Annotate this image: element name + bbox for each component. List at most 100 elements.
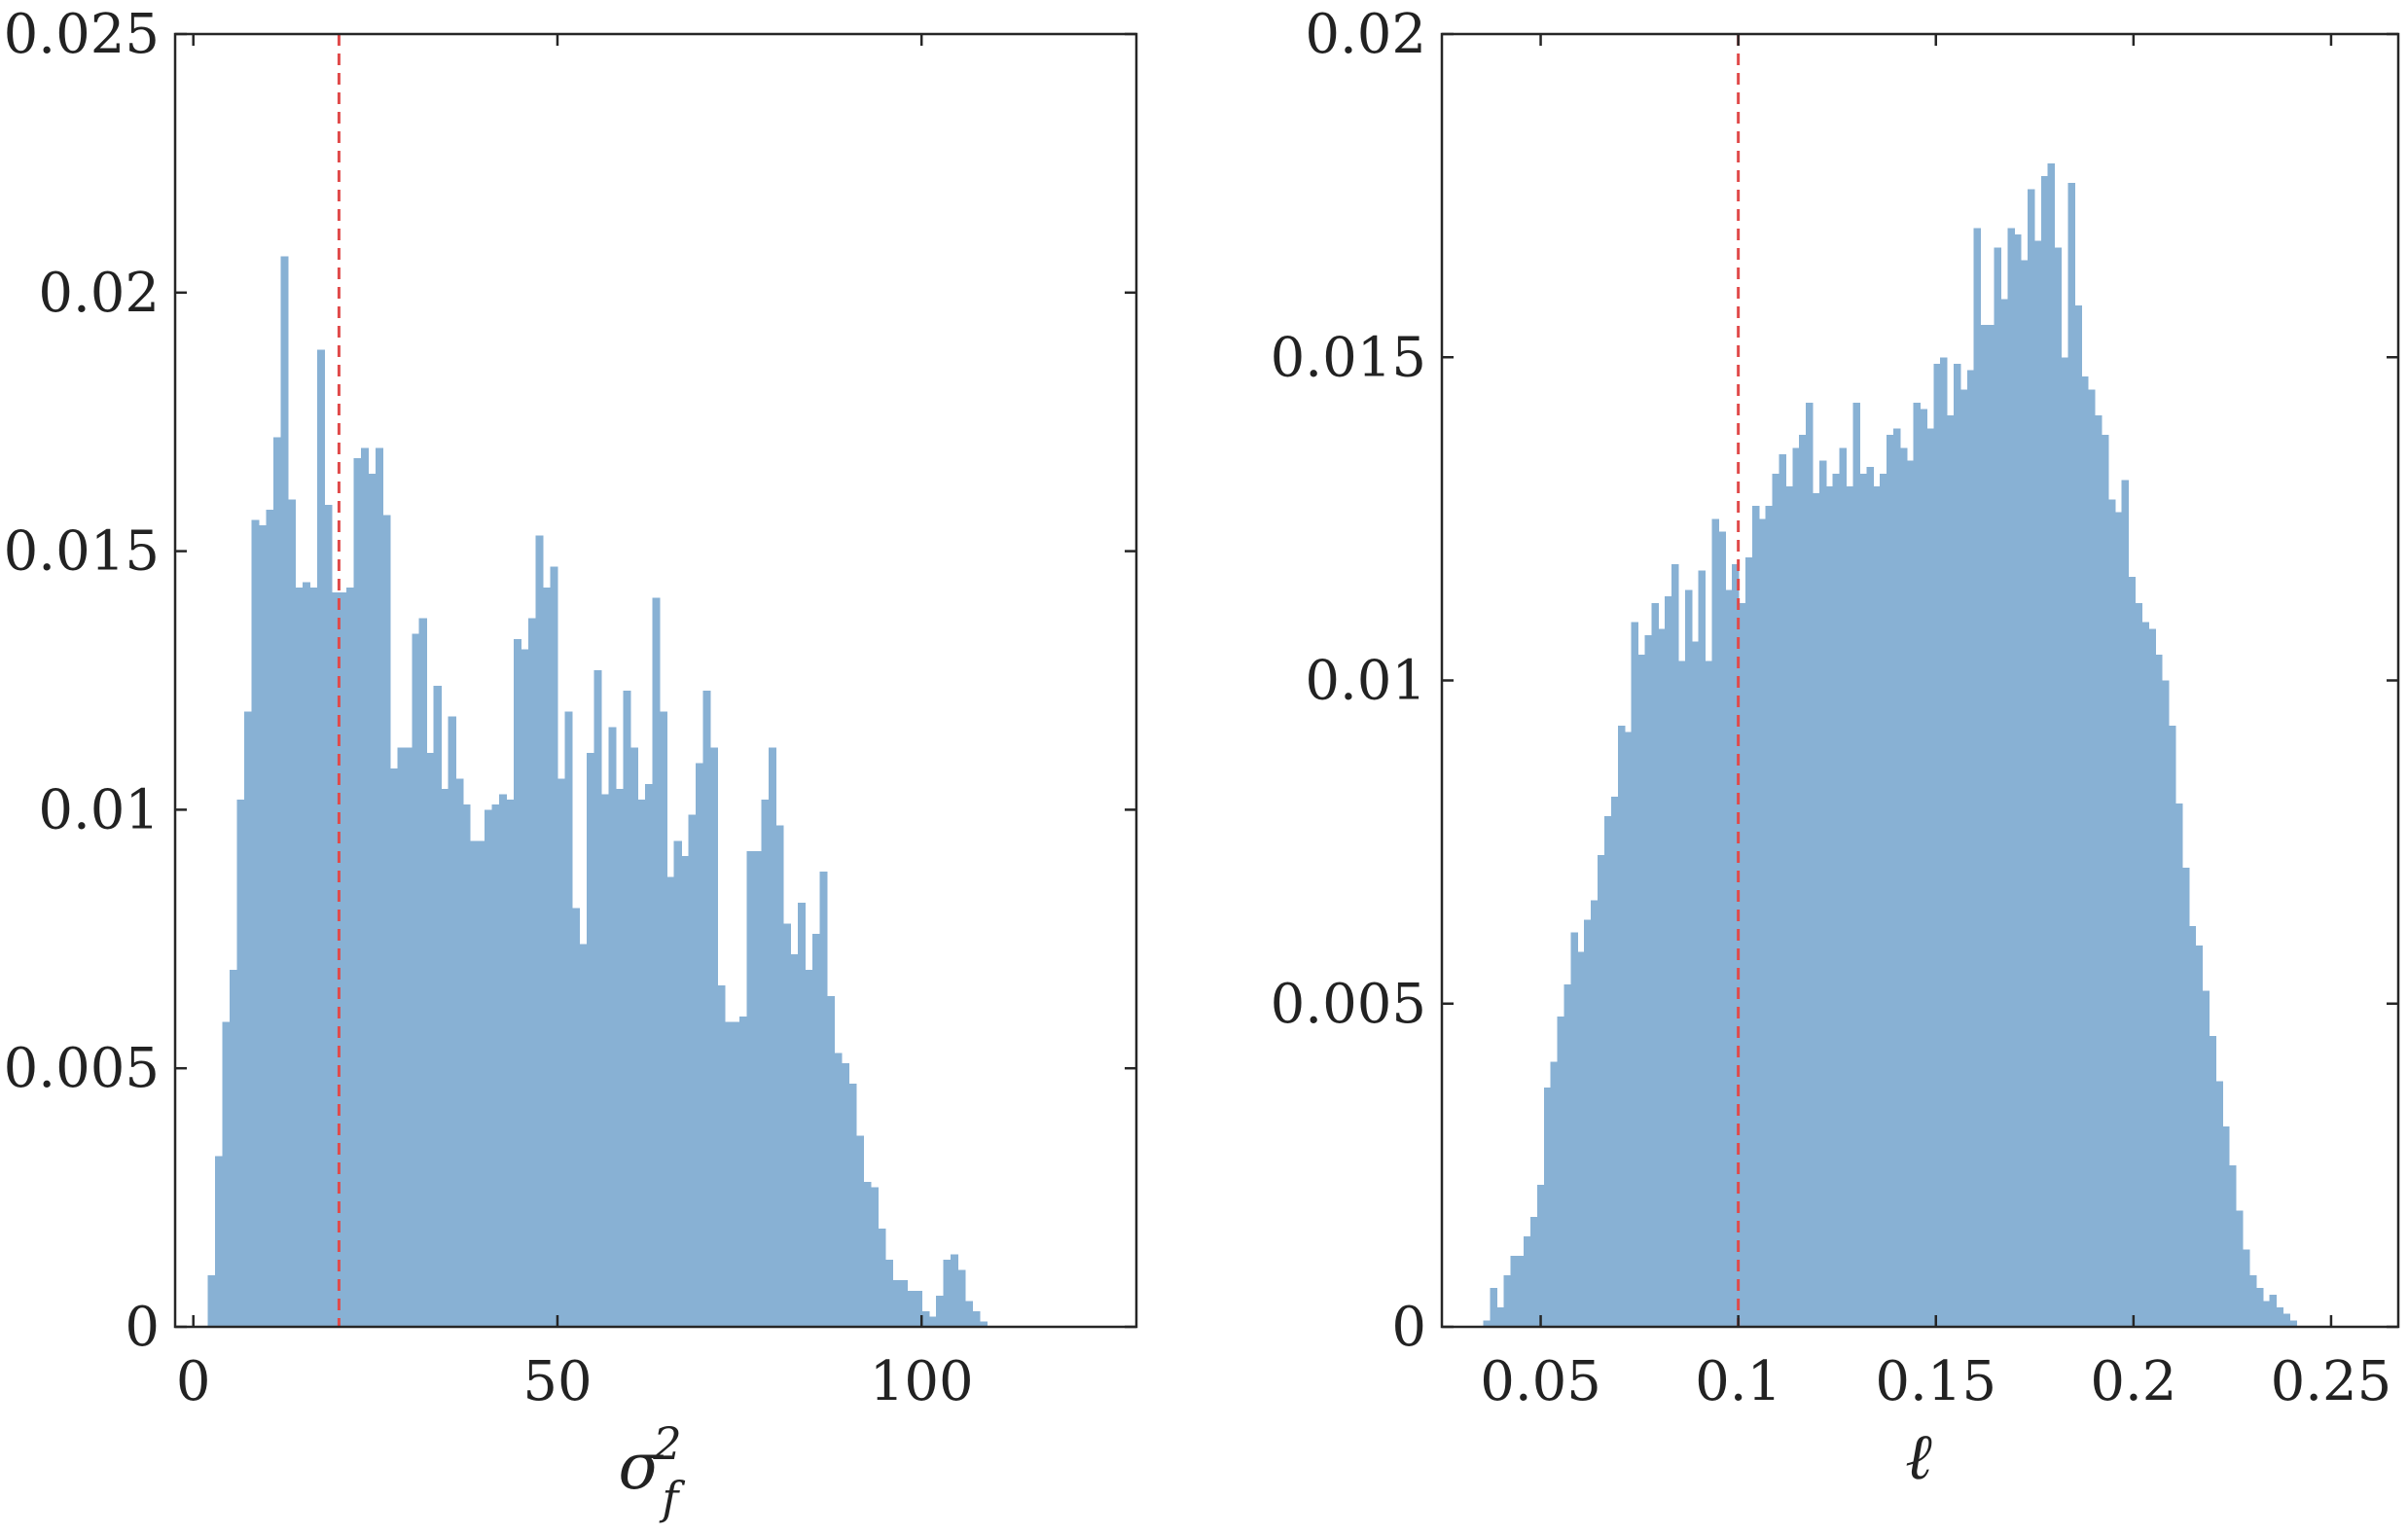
histogram-bar-sigma-f-squared-84 <box>819 872 828 1327</box>
histogram-bar-sigma-f-squared-64 <box>673 840 682 1327</box>
histogram-bar-ell-16 <box>1591 900 1599 1327</box>
y-tick-label-sigma-f-squared-3: 0.015 <box>4 520 160 584</box>
histogram-bar-sigma-f-squared-92 <box>878 1228 886 1327</box>
histogram-bar-sigma-f-squared-71 <box>725 1021 734 1327</box>
histogram-bar-ell-42 <box>1765 506 1774 1327</box>
axes-box-sigma-f-squared <box>173 32 1138 1329</box>
histogram-bar-ell-23 <box>1637 654 1645 1327</box>
histogram-bar-ell-103 <box>2174 803 2183 1327</box>
histogram-bar-sigma-f-squared-82 <box>805 970 813 1327</box>
y-tick-label-sigma-f-squared-2: 0.01 <box>38 778 160 841</box>
histogram-bar-ell-22 <box>1631 622 1639 1327</box>
histogram-bar-ell-120 <box>2289 1320 2297 1327</box>
histogram-bar-ell-99 <box>2148 628 2156 1327</box>
histogram-bar-sigma-f-squared-80 <box>790 954 799 1327</box>
histogram-bar-sigma-f-squared-5 <box>244 711 253 1327</box>
histogram-bar-sigma-f-squared-74 <box>746 850 755 1327</box>
histogram-bar-ell-105 <box>2188 926 2197 1327</box>
histogram-bar-sigma-f-squared-97 <box>914 1290 922 1327</box>
x-tick-label-ell-4: 0.25 <box>2271 1350 2392 1413</box>
histogram-bar-sigma-f-squared-46 <box>542 587 552 1327</box>
histogram-bar-sigma-f-squared-62 <box>659 711 667 1327</box>
y-tick-label-ell-3: 0.015 <box>1271 326 1426 389</box>
histogram-bar-sigma-f-squared-66 <box>688 814 697 1327</box>
histogram-bar-sigma-f-squared-31 <box>433 685 442 1327</box>
histogram-bar-ell-71 <box>1959 389 1968 1328</box>
histogram-bar-sigma-f-squared-56 <box>615 789 624 1327</box>
histogram-bar-ell-1 <box>1490 1288 1498 1327</box>
histogram-bar-ell-3 <box>1503 1274 1511 1327</box>
histogram-bar-sigma-f-squared-106 <box>980 1321 988 1327</box>
histogram-bar-ell-48 <box>1806 402 1814 1327</box>
histogram-bar-sigma-f-squared-6 <box>251 519 260 1327</box>
histogram-bar-sigma-f-squared-88 <box>848 1084 857 1327</box>
histogram-bar-sigma-f-squared-7 <box>259 525 268 1327</box>
histogram-bar-ell-81 <box>2027 189 2035 1328</box>
histogram-bar-ell-47 <box>1799 434 1807 1327</box>
histogram-bar-sigma-f-squared-33 <box>448 716 456 1327</box>
x-axis-label-superscript: 2 <box>652 1417 681 1470</box>
histogram-bar-sigma-f-squared-59 <box>637 799 646 1327</box>
histogram-bar-ell-51 <box>1825 486 1834 1327</box>
histogram-bar-sigma-f-squared-51 <box>579 944 588 1327</box>
y-tick-label-sigma-f-squared-5: 0.025 <box>4 3 160 66</box>
histogram-bars-ell <box>1483 162 2297 1328</box>
histogram-bar-sigma-f-squared-19 <box>345 587 354 1327</box>
histogram-bar-sigma-f-squared-101 <box>943 1259 952 1327</box>
histogram-bar-sigma-f-squared-61 <box>652 597 661 1327</box>
histogram-bar-sigma-f-squared-35 <box>462 804 471 1327</box>
histogram-bar-sigma-f-squared-83 <box>811 933 821 1327</box>
histogram-bar-ell-20 <box>1617 726 1626 1327</box>
histogram-bar-sigma-f-squared-50 <box>571 908 581 1327</box>
histogram-bar-sigma-f-squared-94 <box>892 1280 901 1327</box>
histogram-bar-sigma-f-squared-70 <box>717 985 726 1327</box>
histogram-bar-ell-69 <box>1947 415 1955 1327</box>
histogram-bar-sigma-f-squared-99 <box>928 1316 937 1327</box>
histogram-bar-sigma-f-squared-4 <box>236 799 245 1327</box>
histogram-bar-ell-112 <box>2236 1210 2244 1327</box>
x-axis-label-main: σ <box>618 1429 664 1504</box>
y-tick-labels-ell: 0 0.005 0.01 0.015 0.02 <box>1271 3 1426 1359</box>
histogram-bar-ell-87 <box>2067 182 2075 1328</box>
histogram-bar-sigma-f-squared-89 <box>855 1135 864 1327</box>
histogram-bar-ell-46 <box>1792 447 1800 1327</box>
histogram-bar-sigma-f-squared-44 <box>528 618 537 1327</box>
y-tick-label-sigma-f-squared-4: 0.02 <box>38 262 160 325</box>
histogram-bar-sigma-f-squared-78 <box>775 825 784 1327</box>
histogram-bar-ell-100 <box>2155 654 2163 1327</box>
histogram-bar-ell-91 <box>2095 415 2103 1327</box>
x-tick-label-sigma-f-squared-0: 0 <box>176 1350 211 1413</box>
histogram-bar-ell-60 <box>1886 434 1894 1327</box>
histogram-bar-ell-32 <box>1698 570 1707 1327</box>
histogram-bar-sigma-f-squared-53 <box>593 669 602 1327</box>
histogram-bar-sigma-f-squared-52 <box>586 752 594 1327</box>
histogram-bar-ell-78 <box>2007 228 2015 1328</box>
x-axis-label-subscript: f <box>659 1472 685 1524</box>
histogram-bar-ell-119 <box>2282 1313 2290 1327</box>
histogram-bar-ell-34 <box>1711 518 1719 1327</box>
histogram-bar-ell-106 <box>2195 945 2204 1327</box>
histogram-bar-ell-53 <box>1839 447 1848 1327</box>
histogram-bar-ell-13 <box>1570 932 1578 1327</box>
histogram-bar-sigma-f-squared-38 <box>485 809 493 1327</box>
histogram-bar-ell-5 <box>1517 1255 1525 1327</box>
histogram-bar-sigma-f-squared-104 <box>965 1301 974 1327</box>
histogram-bar-sigma-f-squared-73 <box>739 1017 748 1327</box>
histogram-bar-ell-27 <box>1665 596 1672 1327</box>
histogram-bar-sigma-f-squared-58 <box>629 747 638 1327</box>
histogram-bar-sigma-f-squared-85 <box>826 995 835 1327</box>
histogram-bar-sigma-f-squared-2 <box>222 1021 231 1327</box>
x-tick-label-ell-2: 0.15 <box>1875 1350 1996 1413</box>
histogram-bar-sigma-f-squared-42 <box>514 638 522 1327</box>
histogram-bar-ell-40 <box>1751 506 1760 1327</box>
y-tick-label-sigma-f-squared-1: 0.005 <box>4 1037 160 1100</box>
histogram-bar-ell-35 <box>1718 531 1726 1327</box>
histogram-bar-ell-30 <box>1684 589 1693 1327</box>
histogram-bar-sigma-f-squared-67 <box>696 763 704 1327</box>
x-tick-labels-ell: 0.05 0.1 0.15 0.2 0.25 <box>1480 1350 2391 1413</box>
histogram-bar-ell-49 <box>1813 492 1820 1327</box>
histogram-bar-ell-75 <box>1987 325 1995 1327</box>
histogram-bar-sigma-f-squared-30 <box>426 752 435 1327</box>
x-axis-label-ell: ℓ <box>1905 1419 1932 1494</box>
histogram-bar-ell-41 <box>1758 518 1767 1327</box>
